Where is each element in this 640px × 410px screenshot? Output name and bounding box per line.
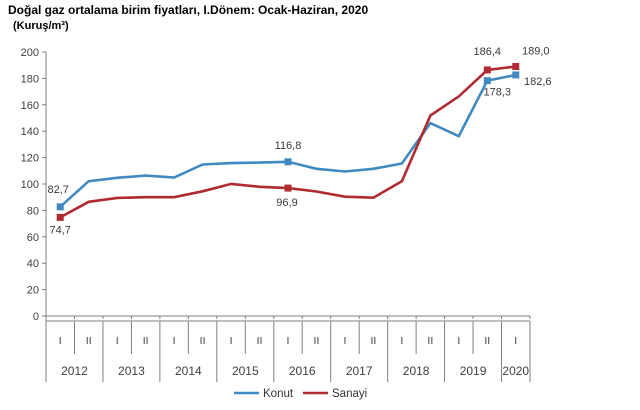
konut-marker [512, 71, 520, 79]
period-label: I [457, 335, 460, 347]
y-axis-tick-label: 180 [21, 73, 39, 85]
year-label: 2013 [118, 364, 145, 378]
period-label: I [230, 335, 233, 347]
y-axis-tick-label: 40 [27, 258, 39, 270]
period-label: I [59, 335, 62, 347]
konut-data-label: 182,6 [524, 76, 552, 88]
period-label: II [200, 335, 206, 347]
period-label: I [343, 335, 346, 347]
period-label: I [514, 335, 517, 347]
y-axis-tick-label: 200 [21, 47, 39, 59]
year-label: 2015 [232, 364, 259, 378]
konut-data-label: 116,8 [275, 140, 302, 152]
y-axis-tick-label: 80 [27, 205, 39, 217]
sanayi-data-label: 189,0 [522, 46, 550, 58]
y-axis-tick-label: 0 [33, 311, 39, 323]
period-label: II [257, 335, 263, 347]
sanayi-data-label: 74,7 [50, 224, 71, 236]
y-axis-tick-label: 140 [21, 126, 39, 138]
chart-unit-label: (Kuruş/m³) [13, 20, 69, 32]
konut-marker [284, 158, 292, 166]
konut-marker [56, 203, 64, 211]
period-label: I [173, 335, 176, 347]
period-label: II [86, 335, 92, 347]
y-axis-tick-label: 100 [21, 179, 39, 191]
year-label: 2014 [175, 364, 202, 378]
y-axis-tick-label: 60 [27, 232, 39, 244]
period-label: II [484, 335, 490, 347]
year-label: 2019 [460, 364, 487, 378]
y-axis-tick-label: 120 [21, 153, 39, 165]
period-label: I [116, 335, 119, 347]
y-axis-tick-label: 20 [27, 285, 39, 297]
year-label: 2018 [403, 364, 430, 378]
period-label: II [427, 335, 433, 347]
year-label: 2017 [346, 364, 373, 378]
sanayi-marker [512, 63, 520, 71]
legend-konut-label: Konut [263, 388, 294, 400]
period-label: I [400, 335, 403, 347]
period-label: II [143, 335, 149, 347]
year-label: 2016 [289, 364, 316, 378]
period-label: I [287, 335, 290, 347]
sanayi-marker [284, 184, 292, 192]
konut-data-label: 178,3 [484, 87, 512, 99]
period-label: II [314, 335, 320, 347]
konut-data-label: 82,7 [48, 184, 69, 196]
legend-sanayi-label: Sanayi [332, 388, 367, 400]
period-label: II [370, 335, 376, 347]
chart-title: Doğal gaz ortalama birim fiyatları, I.Dö… [8, 3, 369, 17]
sanayi-data-label: 96,9 [276, 197, 297, 209]
sanayi-data-label: 186,4 [474, 46, 502, 58]
sanayi-marker [483, 66, 491, 74]
y-axis-tick-label: 160 [21, 100, 39, 112]
konut-marker [483, 77, 491, 85]
sanayi-marker [56, 213, 64, 221]
year-label: 2012 [61, 364, 88, 378]
year-label: 2020 [502, 364, 529, 378]
